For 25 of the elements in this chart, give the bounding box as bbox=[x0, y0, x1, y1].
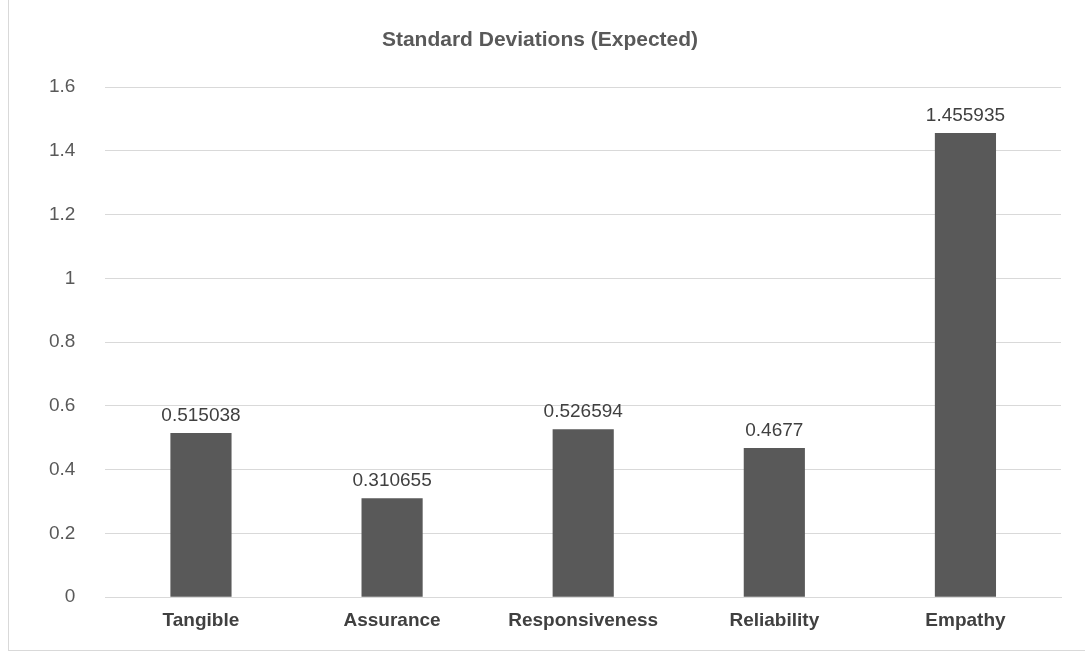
y-tick-label: 1 bbox=[64, 266, 76, 288]
bar bbox=[361, 498, 423, 597]
bar bbox=[934, 133, 997, 597]
y-tick-label: 0 bbox=[64, 585, 76, 607]
x-tick-label: Tangible bbox=[162, 608, 240, 630]
chart-title: Standard Deviations (Expected) bbox=[381, 27, 699, 51]
y-tick-label: 0.4 bbox=[48, 457, 76, 479]
x-tick-label: Responsiveness bbox=[508, 608, 659, 630]
y-tick-label: 1.2 bbox=[48, 202, 76, 224]
x-tick-label: Assurance bbox=[343, 608, 441, 630]
bar bbox=[743, 448, 805, 597]
y-tick-label: 1.6 bbox=[48, 75, 76, 97]
y-tick-label: 0.6 bbox=[48, 394, 76, 416]
x-tick-label: Empathy bbox=[925, 608, 1006, 630]
bar bbox=[552, 429, 614, 597]
y-tick-label: 1.4 bbox=[48, 139, 76, 161]
data-label: 0.310655 bbox=[352, 468, 432, 490]
data-label: 0.526594 bbox=[543, 400, 624, 422]
data-label: 1.455935 bbox=[925, 103, 1006, 125]
bar bbox=[170, 433, 232, 597]
data-label: 0.4677 bbox=[745, 418, 804, 440]
y-tick-label: 0.8 bbox=[48, 330, 76, 352]
x-tick-label: Reliability bbox=[729, 608, 820, 630]
y-tick-label: 0.2 bbox=[48, 521, 76, 543]
data-label: 0.515038 bbox=[161, 403, 241, 425]
